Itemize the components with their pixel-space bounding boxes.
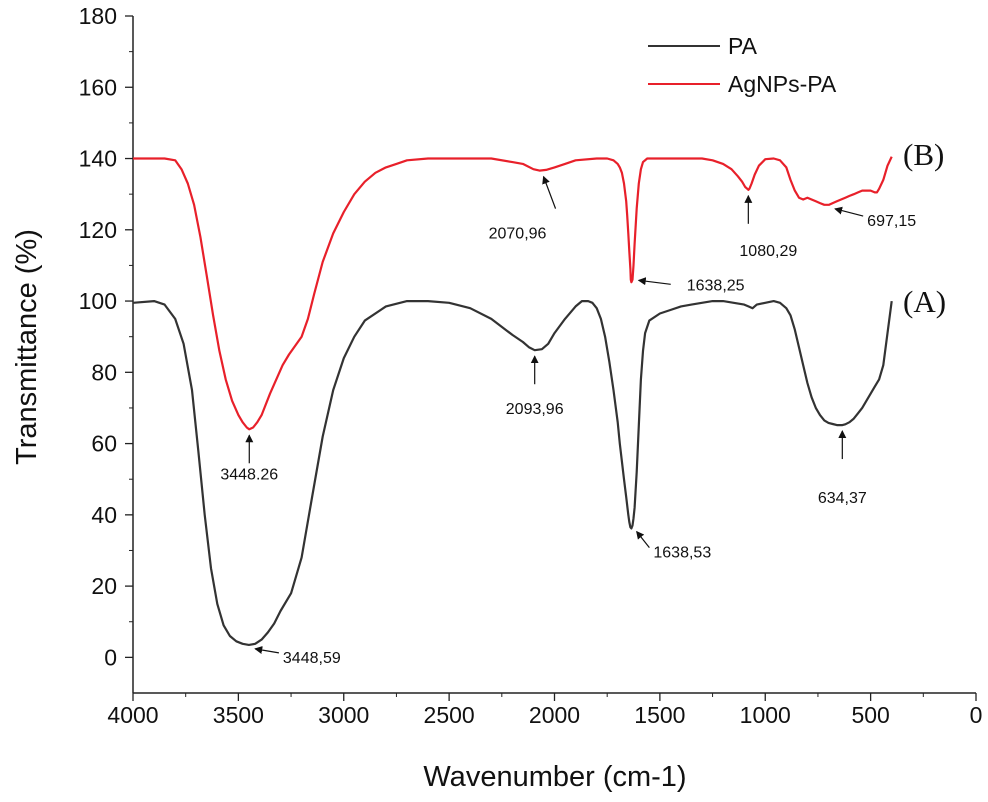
curve-label-b: (B) <box>903 137 944 172</box>
y-tick-label: 60 <box>91 431 117 457</box>
x-tick-label: 2500 <box>424 702 475 728</box>
x-tick-label: 500 <box>851 702 889 728</box>
x-tick-label: 1500 <box>634 702 685 728</box>
curve-label-a: (A) <box>903 284 946 319</box>
annotation-arrow <box>834 206 864 217</box>
y-tick-label: 0 <box>104 644 117 670</box>
legend-label-pa: PA <box>728 33 758 59</box>
y-tick-label: 160 <box>79 74 117 100</box>
annotations-layer: 3448,59 2093,96 1638,53 634,37 3448.26 2070,9… <box>220 175 916 667</box>
annotation-label: 1080,29 <box>739 243 797 260</box>
y-tick-label: 180 <box>79 3 117 29</box>
annotation-label: 3448,59 <box>283 650 341 667</box>
x-tick-label: 2000 <box>529 702 580 728</box>
y-tick-label: 20 <box>91 573 117 599</box>
annotation-label: 2093,96 <box>506 401 564 418</box>
annotation-label: 1638,25 <box>687 277 745 294</box>
annotation-label: 697,15 <box>867 213 916 230</box>
series-line-pa <box>132 300 893 646</box>
annotation-arrow <box>636 530 650 549</box>
x-tick-label: 1000 <box>740 702 791 728</box>
x-tick-label: 4000 <box>107 702 158 728</box>
legend: PA AgNPs-PA <box>648 33 837 97</box>
annotation-arrow <box>637 277 671 286</box>
annotation-label: 2070,96 <box>489 226 547 243</box>
annotation-label: 1638,53 <box>653 545 711 562</box>
y-tick-label: 120 <box>79 217 117 243</box>
y-tick-label: 40 <box>91 502 117 528</box>
series-line-agnps-pa <box>133 156 893 431</box>
series-layer <box>132 156 893 646</box>
annotation-arrow <box>542 175 557 209</box>
legend-label-agnps-pa: AgNPs-PA <box>728 71 837 97</box>
y-tick-label: 140 <box>79 146 117 172</box>
annotation-label: 634,37 <box>818 490 867 507</box>
axes: 4000 3500 3000 2500 2000 1500 1000 500 0 0 20 40 60 8… <box>79 3 983 728</box>
x-tick-label: 3000 <box>318 702 369 728</box>
annotation-arrow <box>254 646 280 654</box>
x-tick-label: 3500 <box>213 702 264 728</box>
y-tick-label: 100 <box>79 288 117 314</box>
annotation-label: 3448.26 <box>220 466 278 483</box>
y-tick-label: 80 <box>91 359 117 385</box>
x-axis-title: Wavenumber (cm-1) <box>423 761 686 793</box>
y-axis-title: Transmittance (%) <box>11 229 43 465</box>
x-tick-label: 0 <box>970 702 983 728</box>
